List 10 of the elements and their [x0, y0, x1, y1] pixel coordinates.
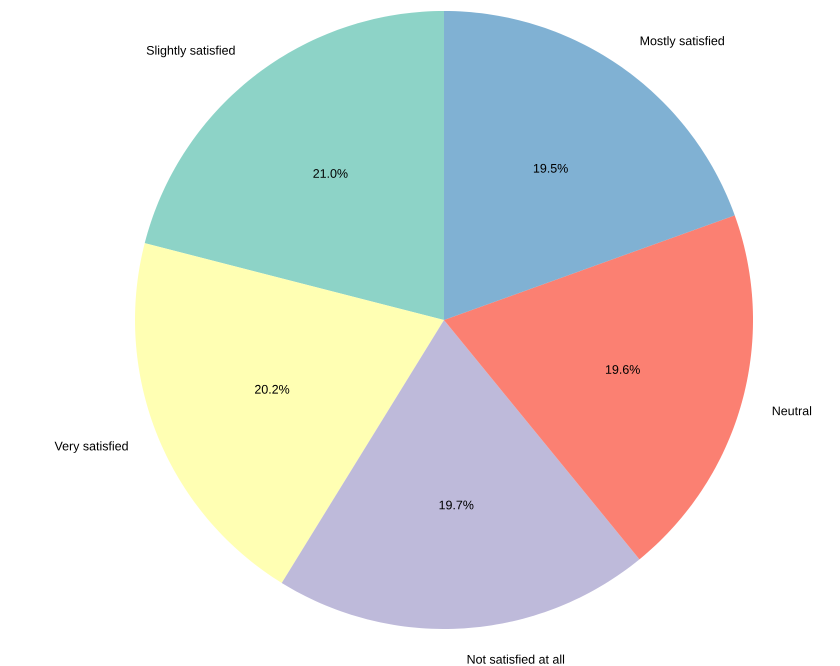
data-label: 19.7% [440, 500, 474, 510]
data-label: 20.2% [255, 384, 290, 394]
slice-label: Mostly satisfied [640, 36, 724, 48]
data-label: 21.0% [313, 169, 348, 178]
slice-label: Not satisfied at all [468, 654, 564, 664]
slice-label: Neutral [772, 406, 812, 416]
slice-label: Slightly satisfied [146, 46, 235, 58]
data-label: 19.6% [606, 365, 640, 374]
data-label: 19.5% [534, 164, 568, 173]
slice-label: Very satisfied [54, 441, 128, 453]
